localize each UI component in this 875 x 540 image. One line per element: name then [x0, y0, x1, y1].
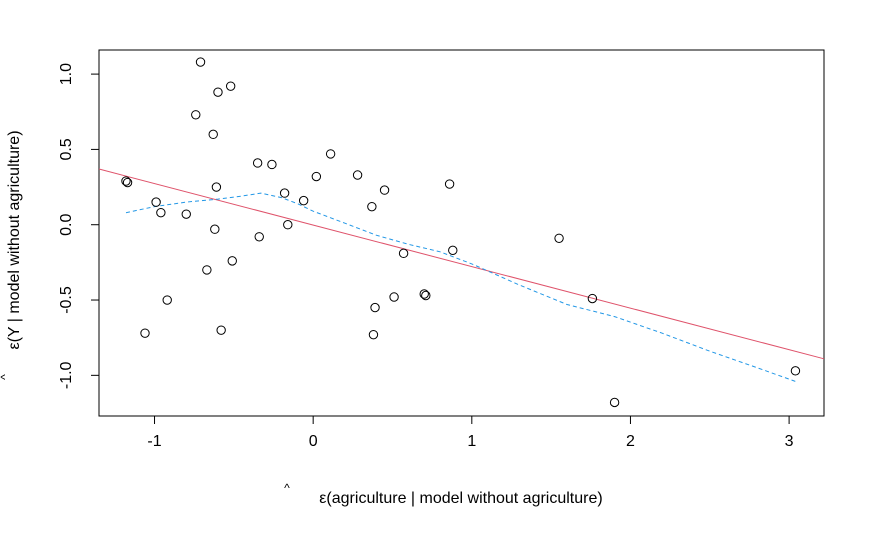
data-point	[587, 293, 598, 304]
y-tick-label: -1.0	[58, 361, 75, 389]
data-point	[389, 292, 399, 302]
data-point	[609, 397, 620, 408]
data-point	[279, 188, 290, 198]
data-point	[181, 209, 191, 219]
data-point	[254, 232, 264, 242]
x-axis-label-hat: ^	[284, 481, 290, 495]
data-point	[227, 256, 237, 266]
regression-line	[98, 168, 825, 360]
data-points	[121, 57, 801, 408]
y-axis-label-hat: ^	[0, 374, 12, 380]
data-point	[121, 176, 131, 186]
data-point	[216, 325, 226, 335]
data-point	[195, 57, 206, 67]
data-point	[191, 110, 201, 120]
data-point	[367, 201, 377, 212]
data-point	[283, 220, 293, 230]
x-axis: -1 0 1 2 3	[147, 415, 794, 450]
data-point	[448, 245, 458, 256]
y-axis-label-group: ε(Y | model without agriculture) ^	[0, 130, 23, 379]
data-point	[298, 195, 309, 206]
data-point	[225, 81, 236, 91]
data-point	[370, 302, 380, 313]
data-point	[419, 289, 429, 299]
fit-lines	[98, 168, 825, 382]
data-point	[368, 329, 379, 340]
x-tick-label: 1	[467, 433, 476, 450]
data-point	[325, 149, 336, 159]
x-tick-label: -1	[147, 433, 161, 450]
data-point	[208, 129, 218, 140]
y-tick-label: -0.5	[58, 286, 75, 314]
data-point	[421, 290, 431, 301]
data-point	[311, 171, 322, 182]
data-point	[151, 197, 161, 207]
data-point	[790, 366, 801, 376]
data-point	[352, 170, 363, 180]
y-axis-label: ε(Y | model without agriculture)	[6, 130, 23, 349]
x-tick-label: 2	[626, 433, 635, 450]
y-tick-label: 1.0	[58, 63, 75, 85]
data-point	[210, 224, 220, 234]
data-point	[267, 159, 277, 170]
data-point	[379, 185, 390, 195]
y-tick-label: 0.5	[58, 138, 75, 160]
x-axis-label: ε(agriculture | model without agricultur…	[319, 490, 602, 507]
data-point	[444, 179, 455, 189]
data-point	[162, 295, 172, 305]
y-tick-label: 0.0	[58, 213, 75, 235]
smoother-line	[125, 192, 796, 382]
data-point	[213, 87, 223, 97]
data-point	[398, 248, 409, 259]
data-point	[140, 328, 150, 338]
data-point	[252, 158, 263, 168]
data-point	[554, 233, 564, 243]
x-tick-label: 0	[309, 433, 318, 450]
data-point	[211, 182, 222, 192]
data-point	[156, 207, 166, 218]
data-point	[122, 177, 133, 188]
y-axis: -1.0 -0.5 0.0 0.5 1.0	[58, 63, 100, 389]
data-point	[202, 265, 212, 275]
x-tick-label: 3	[785, 433, 794, 450]
